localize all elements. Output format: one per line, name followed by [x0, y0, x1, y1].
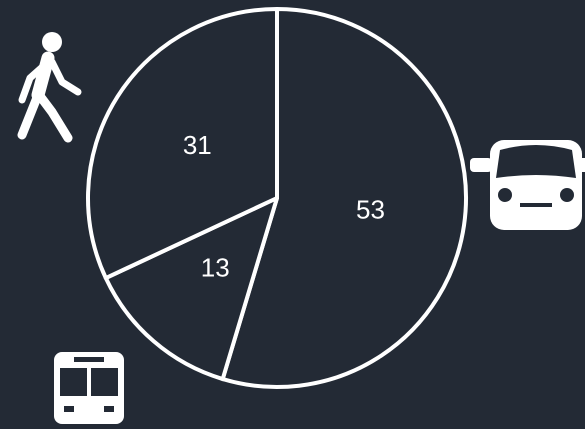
pie-slice [103, 196, 279, 382]
car-icon [470, 140, 585, 230]
bus-icon [54, 352, 124, 424]
slice-label: 31 [183, 130, 212, 160]
walk-icon [17, 32, 82, 143]
pie-slice [86, 7, 279, 281]
slice-label: 53 [356, 195, 385, 225]
slice-label: 13 [201, 252, 230, 282]
pie-slice [220, 7, 468, 389]
